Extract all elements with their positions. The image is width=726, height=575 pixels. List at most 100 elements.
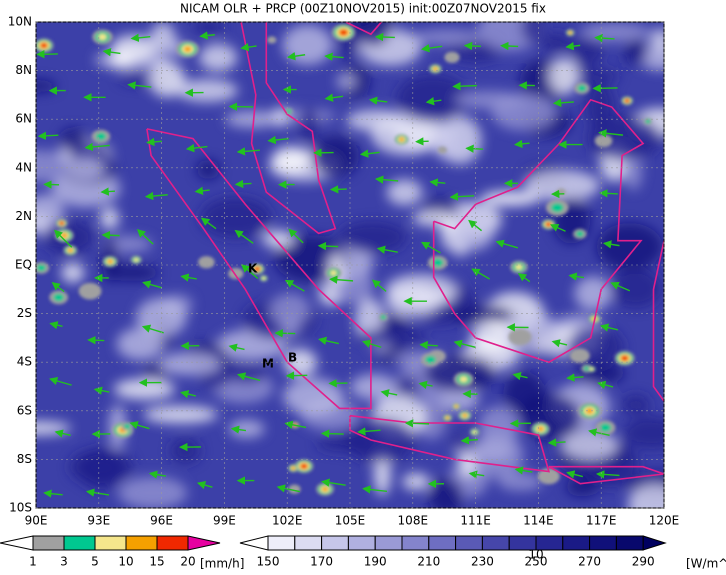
rain-cell [455, 405, 459, 408]
cloud [580, 23, 650, 42]
colorbar-segment [482, 536, 509, 550]
x-tick-label: 102E [272, 514, 303, 528]
wind-arrow [236, 183, 251, 184]
rain-cell [124, 424, 131, 429]
cloud [100, 207, 119, 229]
cloud [201, 197, 271, 238]
rain-cell [600, 424, 611, 432]
site-label: M [262, 357, 274, 371]
rain-cell [53, 293, 63, 301]
wind-arrow [454, 86, 477, 87]
wind-arrow [102, 191, 115, 192]
wind-arrow [89, 340, 105, 341]
rain-cell [433, 67, 438, 71]
rain-cell [301, 464, 306, 468]
y-tick-label: 10N [8, 15, 32, 29]
colorbar-end [0, 536, 33, 550]
cloud [402, 473, 430, 490]
cloud [262, 230, 295, 247]
cloud [143, 406, 217, 423]
rain-cell [460, 376, 468, 382]
rain-cell [508, 328, 531, 345]
wind-arrow [502, 46, 519, 47]
rain-cell [595, 134, 613, 147]
colorbar-end [240, 536, 268, 550]
y-tick-label: 4N [15, 160, 32, 174]
rain-cell [546, 223, 550, 227]
cloud [114, 379, 175, 400]
rain-cell [446, 416, 450, 419]
rain-cell [267, 36, 276, 43]
cloud [345, 418, 416, 463]
y-tick-label: 6N [15, 112, 32, 126]
rain-cell [98, 34, 106, 40]
x-tick-label: 120E [649, 514, 680, 528]
colorbar-label: 250 [525, 555, 548, 569]
colorbar-segment [375, 536, 402, 550]
x-tick-label: 111E [460, 514, 491, 528]
cloud [624, 417, 681, 449]
cloud [451, 306, 515, 324]
colorbar-label: 15 [149, 555, 164, 569]
x-tick-label: 117E [586, 514, 617, 528]
rain-cell [462, 414, 467, 418]
cloud [197, 160, 220, 179]
cloud [411, 30, 483, 45]
cloud [176, 79, 238, 102]
cloud [199, 44, 237, 72]
colorbar-segment [536, 536, 563, 550]
cloud [479, 406, 519, 446]
cloud [542, 33, 572, 52]
rain-cell [645, 119, 650, 123]
cloud [350, 374, 397, 400]
colorbar-segment [157, 536, 188, 550]
cloud [270, 294, 310, 326]
x-tick-label: 105E [335, 514, 366, 528]
cloud [574, 276, 611, 310]
cloud [118, 477, 187, 509]
colorbar-label: 20 [180, 555, 195, 569]
site-label: K [248, 262, 258, 276]
rain-cell [472, 430, 477, 434]
cloud [283, 25, 333, 65]
colorbar-segment [456, 536, 483, 550]
colorbar-label: 170 [310, 555, 333, 569]
colorbar-segment [295, 536, 322, 550]
wind-arrow [103, 235, 120, 236]
rain-cell [108, 259, 113, 263]
colorbar-unit: [mm/h] [200, 557, 244, 571]
cloud [150, 23, 175, 53]
rain-cell [198, 256, 215, 268]
cloud [429, 477, 463, 516]
cloud [272, 146, 310, 173]
wind-arrow [376, 37, 395, 38]
rain-cell [41, 43, 46, 47]
rain-cell [576, 231, 584, 237]
cloud [622, 394, 650, 415]
rain-cell [568, 31, 572, 34]
x-tick-label: 99E [213, 514, 236, 528]
colorbar-segment [616, 536, 643, 550]
colorbar-segment [64, 536, 95, 550]
cloud [79, 448, 125, 490]
colorbar-segment [33, 536, 64, 550]
rain-cell [322, 487, 328, 492]
colorbar-segment [268, 536, 295, 550]
colorbar-segment [126, 536, 157, 550]
rain-cell [291, 466, 295, 469]
colorbar-segment [509, 536, 536, 550]
rain-cell [625, 99, 629, 102]
wind-arrow [319, 246, 338, 247]
x-tick-label: 90E [25, 514, 48, 528]
colorbar-label: 290 [632, 555, 655, 569]
cloud [60, 128, 86, 153]
colorbar-label: 5 [91, 555, 99, 569]
rain-cell [551, 203, 563, 212]
rain-cell [134, 258, 139, 262]
colorbar-segment [348, 536, 375, 550]
colorbar-segment [322, 536, 349, 550]
x-tick-label: 96E [150, 514, 173, 528]
wind-arrow [467, 148, 483, 149]
rain-cell [381, 315, 387, 319]
cloud [452, 240, 468, 256]
